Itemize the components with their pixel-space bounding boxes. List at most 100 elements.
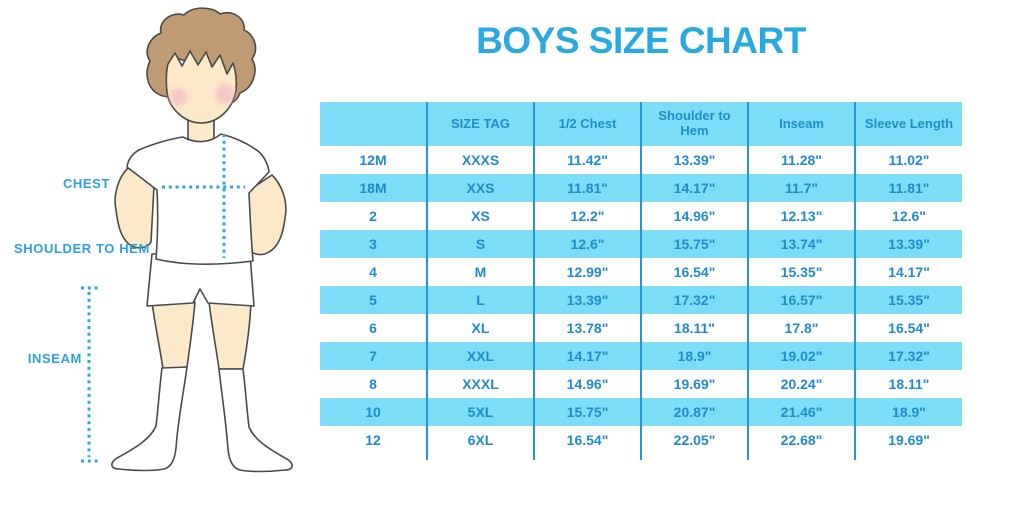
table-cell: XXXS [426, 146, 534, 174]
table-row: 5 L 13.39" 17.32" 16.57" 15.35" [320, 286, 962, 314]
table-cell: 15.75" [640, 230, 748, 258]
table-cell: XS [426, 202, 534, 230]
table-cell: 18M [320, 174, 427, 202]
table-cell: 18.11" [854, 370, 962, 398]
table-cell: 6XL [426, 426, 534, 454]
table-cell: 22.05" [640, 426, 748, 454]
table-cell: XXS [426, 174, 534, 202]
table-cell: S [426, 230, 534, 258]
column-header: Shoulder to Hem [640, 102, 748, 146]
table-cell: 16.57" [747, 286, 855, 314]
grid-line-tail [320, 454, 962, 460]
table-cell: 11.81" [854, 174, 962, 202]
table-cell: 14.96" [640, 202, 748, 230]
table-cell: 13.78" [533, 314, 641, 342]
column-header: Sleeve Length [854, 102, 962, 146]
table-cell: XXXL [426, 370, 534, 398]
column-header [320, 102, 427, 146]
grid-line-tail-cell [320, 454, 427, 460]
table-cell: 12.6" [533, 230, 641, 258]
table-cell: 11.7" [747, 174, 855, 202]
table-cell: 15.35" [854, 286, 962, 314]
table-cell: 18.11" [640, 314, 748, 342]
table-cell: 2 [369, 208, 377, 224]
table-cell: 14.96" [533, 370, 641, 398]
table-cell: L [426, 286, 534, 314]
table-cell: 14.17" [640, 174, 748, 202]
table-cell: 21.46" [747, 398, 855, 426]
grid-line-tail-cell [640, 454, 748, 460]
table-cell: 12 [365, 432, 381, 448]
table-cell: 13.39" [533, 286, 641, 314]
table-cell: 15.35" [747, 258, 855, 286]
table-cell: 17.32" [640, 286, 748, 314]
measurement-figure: CHEST SHOULDER TO HEM INSEAM [0, 0, 320, 512]
table-cell: 12.6" [854, 202, 962, 230]
table-cell: 6 [369, 320, 377, 336]
grid-line-tail-cell [747, 454, 855, 460]
table-cell: 19.02" [747, 342, 855, 370]
shoulder-to-hem-measurement-label: SHOULDER TO HEM [14, 241, 150, 256]
table-cell: 14.17" [533, 342, 641, 370]
grid-line-tail-cell [854, 454, 962, 460]
table-cell: 12M [359, 152, 387, 168]
inseam-measurement-label: INSEAM [27, 351, 82, 366]
table-cell: 18.9" [854, 398, 962, 426]
table-cell: XXL [426, 342, 534, 370]
table-row: 10 5XL 15.75" 20.87" 21.46" 18.9" [320, 398, 962, 426]
table-cell: 5 [320, 286, 427, 314]
table-row: 7 XXL 14.17" 18.9" 19.02" 17.32" [320, 342, 962, 370]
table-cell: 3 [320, 230, 427, 258]
table-cell: XL [426, 314, 534, 342]
size-table: SIZE TAG 1/2 Chest Shoulder to Hem Inseam Sl… [320, 102, 962, 460]
table-cell: 16.54" [640, 258, 748, 286]
table-cell: 8 [369, 376, 377, 392]
table-row: 12 6XL 16.54" 22.05" 22.68" 19.69" [320, 426, 962, 454]
table-cell: 11.02" [854, 146, 962, 174]
column-header: SIZE TAG [426, 102, 534, 146]
table-body: 12M XXXS 11.42" 13.39" 11.28" 11.02" 18M XXS 11.… [320, 146, 962, 460]
table-cell: 19.69" [854, 426, 962, 454]
table-cell: 16.54" [533, 426, 641, 454]
table-cell: 17.32" [854, 342, 962, 370]
chest-measurement-label: CHEST [62, 176, 110, 191]
table-cell: 19.69" [640, 370, 748, 398]
table-cell: 10 [320, 398, 427, 426]
table-row: 3 S 12.6" 15.75" 13.74" 13.39" [320, 230, 962, 258]
table-row: 8 XXXL 14.96" 19.69" 20.24" 18.11" [320, 370, 962, 398]
table-cell: 12.13" [747, 202, 855, 230]
table-row: 12M XXXS 11.42" 13.39" 11.28" 11.02" [320, 146, 962, 174]
table-row: 4 M 12.99" 16.54" 15.35" 14.17" [320, 258, 962, 286]
table-row: 18M XXS 11.81" 14.17" 11.7" 11.81" [320, 174, 962, 202]
table-cell: 7 [320, 342, 427, 370]
grid-line-tail-cell [426, 454, 534, 460]
table-cell: 5XL [426, 398, 534, 426]
column-header: 1/2 Chest [533, 102, 641, 146]
table-cell: 20.87" [640, 398, 748, 426]
table-cell: 14.17" [854, 258, 962, 286]
table-cell: 13.39" [640, 146, 748, 174]
table-cell: 4 [369, 264, 377, 280]
table-cell: 13.74" [747, 230, 855, 258]
grid-line-tail-cell [533, 454, 641, 460]
table-row: 6 XL 13.78" 18.11" 17.8" 16.54" [320, 314, 962, 342]
table-cell: 22.68" [747, 426, 855, 454]
column-header: Inseam [747, 102, 855, 146]
table-cell: 11.81" [533, 174, 641, 202]
table-cell: 13.39" [854, 230, 962, 258]
table-cell: 11.28" [747, 146, 855, 174]
table-cell: 16.54" [854, 314, 962, 342]
table-cell: 20.24" [747, 370, 855, 398]
table-cell: 12.99" [533, 258, 641, 286]
table-cell: 18.9" [640, 342, 748, 370]
table-cell: 17.8" [747, 314, 855, 342]
header-row: SIZE TAG 1/2 Chest Shoulder to Hem Inseam Sl… [320, 102, 962, 146]
boy-figure-illustration [81, 7, 293, 473]
page-title: BOYS SIZE CHART [476, 20, 806, 61]
table-cell: M [426, 258, 534, 286]
table-cell: 15.75" [533, 398, 641, 426]
table-cell: 11.42" [533, 146, 641, 174]
table-row: 2 XS 12.2" 14.96" 12.13" 12.6" [320, 202, 962, 230]
table-cell: 12.2" [533, 202, 641, 230]
